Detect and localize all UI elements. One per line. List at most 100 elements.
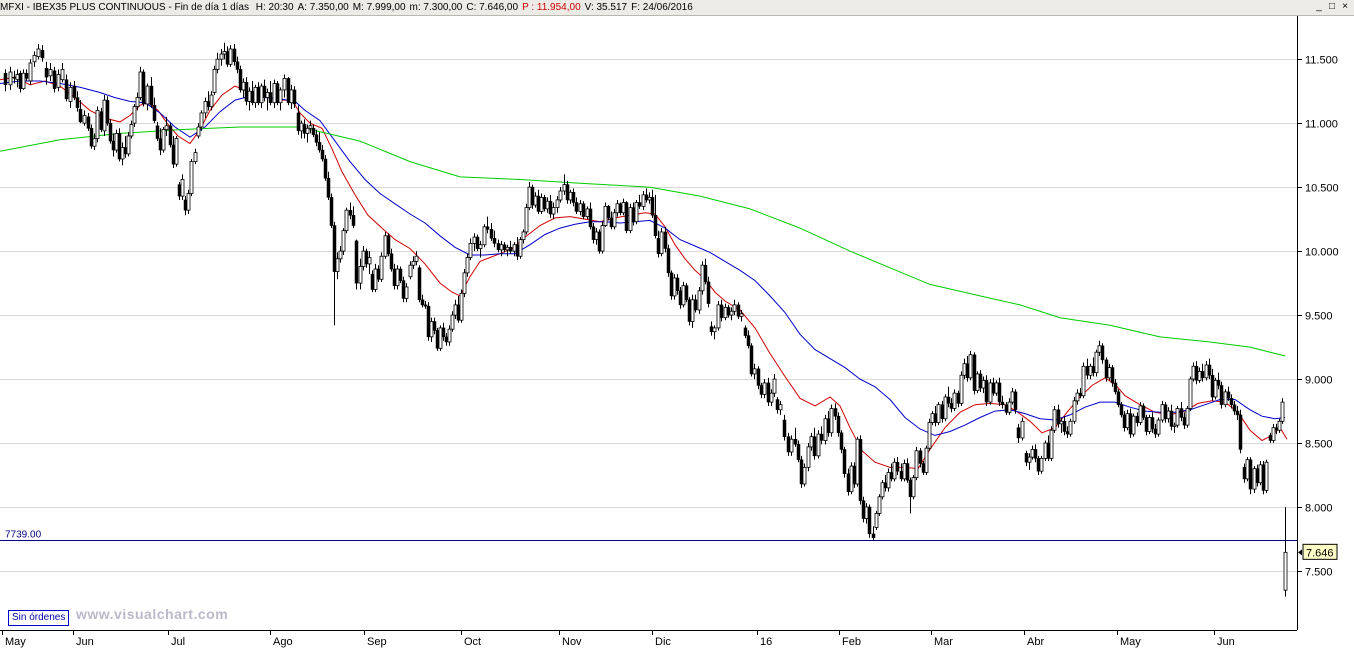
- candle-body: [102, 99, 107, 132]
- candle-body: [373, 268, 378, 290]
- candle: [1248, 457, 1253, 495]
- candle-body: [823, 418, 828, 441]
- candle-body: [247, 90, 252, 102]
- candle-body: [138, 71, 143, 98]
- candle: [1065, 426, 1070, 438]
- candle-body: [265, 92, 270, 98]
- candle: [1085, 358, 1090, 380]
- candle-body: [551, 207, 556, 215]
- no-orders-button[interactable]: Sin órdenes: [8, 610, 70, 626]
- candle: [354, 239, 359, 290]
- candle-body: [574, 202, 579, 212]
- candle: [521, 229, 526, 244]
- candle-body: [819, 433, 824, 441]
- y-tick-label: 11.500: [1305, 55, 1338, 67]
- candle-body: [606, 206, 611, 219]
- candle-body: [1039, 458, 1044, 472]
- candle-body: [1016, 427, 1021, 439]
- candle: [1094, 349, 1099, 377]
- candle-body: [700, 264, 705, 292]
- candle: [361, 246, 366, 271]
- candle-body: [902, 463, 907, 480]
- candle-body: [905, 463, 910, 481]
- candle-body: [370, 273, 375, 290]
- candle-body: [759, 385, 764, 395]
- candle: [793, 427, 798, 447]
- candle: [959, 371, 964, 406]
- candle-body: [364, 250, 369, 265]
- stat-6: V: 35.517: [584, 2, 628, 13]
- price-line-label: 7739.00: [5, 530, 42, 541]
- candle-body: [812, 436, 817, 457]
- candle-body: [762, 382, 767, 395]
- candle-body: [1283, 551, 1288, 591]
- candle-body: [253, 86, 258, 104]
- axes: 11.500 11.000 10.500 10.000 9.500 9.000 8.500 8…: [0, 16, 1339, 648]
- candle-body: [1094, 351, 1099, 374]
- candle: [212, 65, 217, 96]
- x-tick-label: Jun: [1217, 636, 1235, 648]
- candle-body: [978, 373, 983, 389]
- candle-body: [24, 73, 29, 79]
- candle-body: [836, 415, 841, 434]
- candle: [1088, 363, 1093, 380]
- candle: [314, 129, 319, 147]
- candle-body: [959, 374, 964, 404]
- candle-body: [936, 404, 941, 423]
- candle-body: [581, 203, 586, 217]
- candle: [839, 430, 844, 454]
- candle-body: [56, 74, 61, 88]
- candle-body: [656, 238, 661, 254]
- close-icon[interactable]: ×: [1342, 1, 1348, 12]
- candle: [762, 379, 767, 399]
- candle: [946, 386, 951, 408]
- candle: [275, 80, 280, 106]
- candle: [206, 91, 211, 111]
- candle: [1000, 395, 1005, 409]
- candle: [203, 97, 208, 119]
- candle-body: [1141, 405, 1146, 418]
- y-tick-label: 8.000: [1305, 503, 1333, 515]
- candle-body: [386, 235, 391, 254]
- minimize-icon[interactable]: _: [1316, 1, 1322, 12]
- candle: [940, 400, 945, 423]
- candle-body: [880, 482, 885, 498]
- candle: [1268, 432, 1273, 444]
- candle-body: [15, 74, 20, 81]
- candle-body: [628, 207, 633, 232]
- candle-body: [376, 268, 381, 280]
- candle: [82, 110, 87, 126]
- candle: [621, 198, 626, 216]
- candle-body: [952, 392, 957, 409]
- candle: [338, 246, 343, 263]
- candle: [459, 289, 464, 323]
- x-tick-label: Ago: [273, 636, 293, 648]
- candle-body: [518, 239, 523, 257]
- candle: [75, 91, 80, 112]
- maximize-icon[interactable]: □: [1328, 1, 1336, 12]
- candle: [40, 45, 45, 62]
- candle: [1210, 368, 1215, 401]
- candle: [823, 414, 828, 445]
- candle-body: [1166, 410, 1171, 420]
- candle-body: [756, 368, 761, 386]
- candle: [965, 356, 970, 382]
- candle: [877, 494, 882, 516]
- stat-3: m: 7.300,00: [409, 2, 463, 13]
- candle-body: [816, 433, 821, 457]
- candle: [542, 194, 547, 212]
- candle-body: [943, 396, 948, 420]
- candle-body: [775, 399, 780, 411]
- candle-body: [1258, 464, 1263, 484]
- candle: [95, 106, 100, 143]
- candle: [282, 74, 287, 98]
- candle: [539, 193, 544, 215]
- candle: [641, 190, 646, 211]
- candle-body: [921, 463, 926, 473]
- price-chart[interactable]: 7739.00 11.500 11.000 10.500 10.000 9.500 9.0…: [0, 16, 1354, 649]
- candle-body: [736, 304, 741, 317]
- candle-body: [545, 200, 550, 210]
- candle: [468, 238, 473, 261]
- candle-body: [663, 231, 668, 249]
- candle-body: [766, 382, 771, 403]
